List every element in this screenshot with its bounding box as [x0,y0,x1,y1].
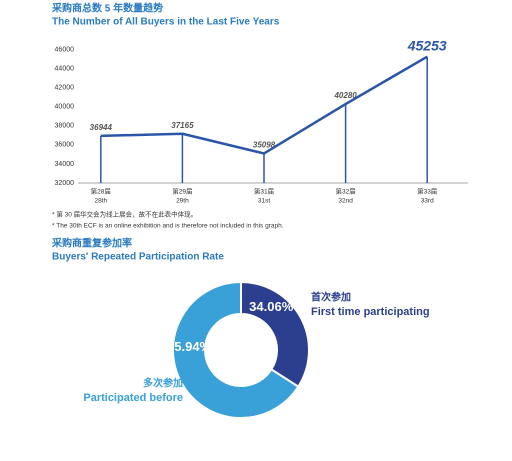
legend-label: 多次参加 [143,377,183,390]
x-tick-label: 第28届 [91,187,111,196]
donut-slice [172,280,300,419]
value-label: 36944 [90,123,113,132]
value-label: 65.94% [167,339,212,354]
value-label: 37165 [171,121,194,130]
y-tick-label: 40000 [55,104,75,111]
y-tick-label: 42000 [55,85,75,92]
chart-title: 采购商重复参加率 [51,237,132,250]
x-tick-label: 28th [94,198,107,205]
legend-label: First time participating [311,306,430,318]
y-tick-label: 44000 [55,65,75,72]
x-tick-label: 第29届 [172,187,192,196]
x-tick-label: 第33届 [417,187,437,196]
x-tick-label: 第32届 [335,187,355,196]
value-label: 35098 [253,141,276,150]
y-tick-label: 36000 [55,142,75,149]
note: * 第 30 届华交会为线上展会，故不在此表中体现。 [52,210,197,219]
chart-subtitle: Buyers' Repeated Participation Rate [52,252,224,263]
note: * The 30th ECF is an online exhibition a… [52,223,284,230]
x-tick-label: 33rd [421,198,434,205]
value-label: 45253 [407,37,447,53]
y-tick-label: 32000 [55,180,75,187]
x-tick-label: 第31届 [254,187,274,196]
x-tick-label: 29th [176,198,189,205]
value-label: 34.06% [249,299,294,314]
y-tick-label: 38000 [55,123,75,130]
x-tick-label: 31st [258,198,270,205]
legend-label: Participated before [83,392,183,404]
y-tick-label: 46000 [55,46,75,53]
value-label: 40280 [333,91,357,100]
line [100,55,428,155]
chart-title: 采购商总数 5 年数量趋势 [51,2,163,15]
x-tick-label: 32nd [338,198,353,205]
chart-subtitle: The Number of All Buyers in the Last Fiv… [52,17,280,28]
legend-label: 首次参加 [311,291,351,304]
y-tick-label: 34000 [55,161,75,168]
donut-slice [240,280,310,389]
